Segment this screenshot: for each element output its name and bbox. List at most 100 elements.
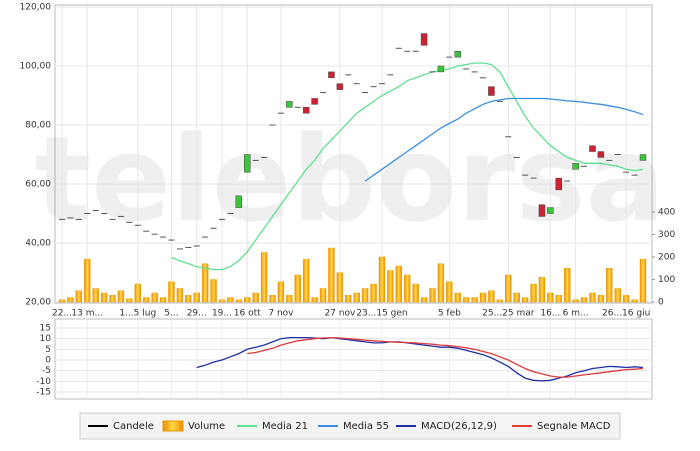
candle — [185, 246, 192, 248]
legend-label: Media 55 — [343, 421, 389, 432]
volume-bar — [513, 292, 520, 303]
line — [171, 62, 644, 271]
candle — [302, 107, 310, 114]
volume-bar — [378, 256, 386, 303]
volume-bar — [117, 290, 125, 303]
y-tick-label: -10 — [36, 377, 51, 387]
line — [364, 97, 644, 182]
candle — [311, 98, 318, 105]
price-panel — [54, 4, 653, 304]
candle — [286, 101, 293, 108]
candle — [126, 221, 133, 223]
candle — [496, 100, 503, 102]
y-tick-label: 5 — [45, 345, 51, 355]
candle — [176, 248, 183, 250]
candle — [294, 106, 301, 108]
volume-bar — [505, 274, 512, 303]
legend-items: Candele Volume Media 21 Media 55 MACD(26,12,… — [88, 420, 611, 432]
candle — [488, 86, 495, 96]
y-tick-label: 120,00 — [20, 3, 52, 13]
volume-bar — [345, 295, 352, 303]
volume-bar — [126, 298, 133, 303]
line — [247, 336, 644, 378]
candle — [227, 213, 234, 214]
candle — [336, 83, 344, 90]
legend-label: Segnale MACD — [537, 421, 611, 432]
volume-bar — [404, 274, 411, 303]
volume-bar — [92, 288, 99, 303]
x-tick-label: 1...5 lug — [119, 309, 156, 319]
x-tick-label: 29... — [187, 309, 207, 319]
y-tick-label: 15 — [40, 324, 51, 334]
y-tick-label: 20,00 — [25, 298, 51, 308]
volume-bar — [67, 297, 74, 303]
volume-bar — [151, 292, 158, 303]
watermark: teleborsa — [35, 110, 666, 248]
candle — [471, 71, 478, 73]
candle — [437, 65, 445, 73]
volume-bar — [176, 288, 184, 303]
x-tick-label: 6 m... — [563, 309, 589, 319]
candle — [235, 195, 243, 208]
volume-bar — [589, 292, 596, 303]
x-tick-label: 7 nov — [268, 309, 294, 319]
candle — [261, 156, 268, 158]
volume-bar — [75, 290, 83, 303]
volume-bar — [277, 281, 285, 303]
candle — [530, 177, 537, 179]
candle — [589, 145, 596, 152]
volume-bar — [100, 292, 108, 303]
x-tick-label: 25...25 mar — [482, 309, 535, 319]
volume-bar — [328, 247, 335, 303]
volume-bar — [193, 292, 200, 303]
y-tick-label: 60,00 — [25, 180, 51, 190]
volume-bar — [420, 297, 428, 303]
volume-bar — [639, 259, 647, 303]
volume-bar — [547, 292, 554, 303]
candle — [463, 68, 470, 70]
y2-tick-label: 300 — [658, 230, 675, 240]
volume-bar — [159, 297, 167, 303]
legend-swatch — [162, 420, 184, 432]
macd-panel — [54, 318, 653, 400]
candle — [117, 215, 124, 217]
candle — [404, 50, 411, 52]
candle — [555, 177, 563, 191]
y2-tick-label: 200 — [658, 253, 675, 263]
line — [196, 336, 644, 382]
y-tick-label: 10 — [40, 334, 52, 344]
candle — [92, 210, 99, 212]
volume-bar — [631, 299, 638, 303]
candle — [597, 151, 605, 158]
legend-label: Candele — [113, 421, 154, 432]
volume-bar — [572, 299, 579, 303]
volume-bar — [387, 270, 394, 303]
x-tick-label: 26...16 giu — [602, 309, 650, 319]
volume-bar — [614, 288, 621, 303]
candle — [446, 56, 453, 58]
volume-bar — [429, 288, 436, 303]
candle — [522, 174, 529, 176]
candle — [143, 230, 150, 232]
x-tick-label: 22... — [52, 309, 72, 319]
candle — [370, 86, 377, 88]
candle — [84, 213, 91, 214]
candle — [505, 136, 512, 138]
candle — [631, 174, 638, 176]
candle — [614, 154, 621, 155]
x-tick-label: 23...15 gen — [356, 309, 407, 319]
volume-bar — [353, 292, 360, 303]
x-tick-label: 13 m... — [71, 309, 103, 319]
candle — [193, 245, 200, 247]
y-tick-label: 0 — [45, 356, 51, 366]
volume-bar — [201, 263, 209, 303]
volume-bar — [143, 297, 150, 303]
candle — [547, 207, 554, 214]
volume-bar — [437, 263, 445, 303]
x-tick-label: 19... — [212, 309, 232, 319]
candle — [320, 92, 327, 94]
volume-bar — [302, 259, 310, 303]
volume-bar — [622, 295, 630, 303]
legend-label: Media 21 — [262, 421, 308, 432]
x-tick-label: 5... — [164, 309, 178, 319]
